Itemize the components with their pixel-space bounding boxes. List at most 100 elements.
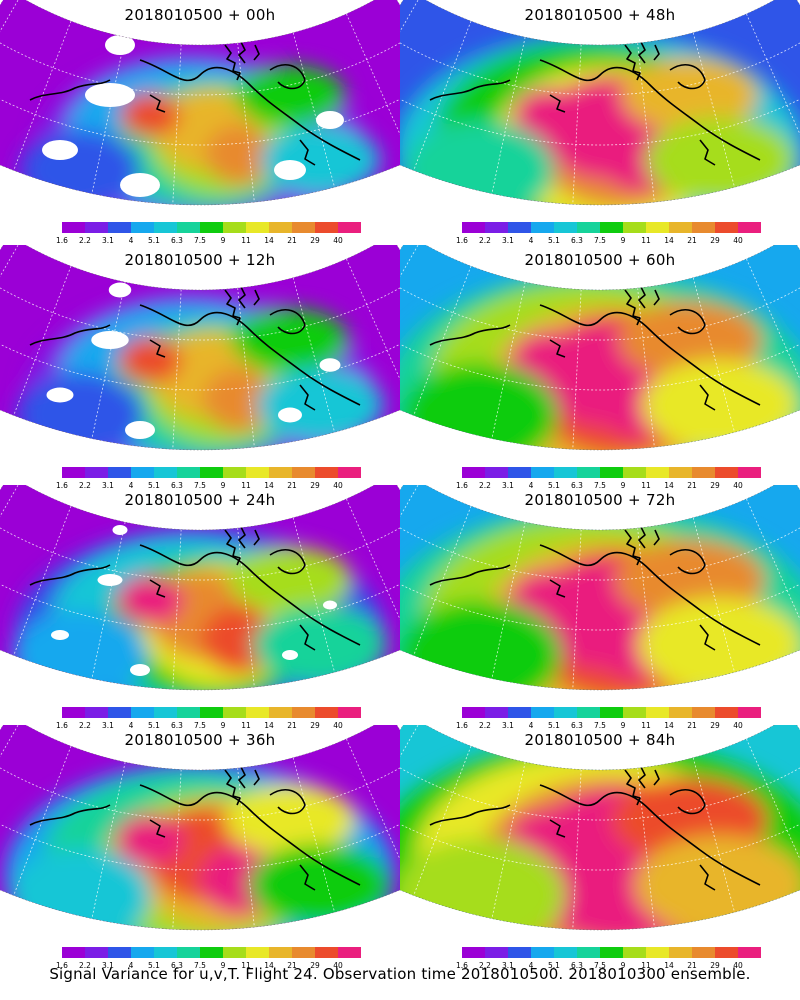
- color-scale-tick-label: 9: [220, 236, 226, 245]
- color-swatch: [108, 707, 131, 718]
- color-swatch: [338, 222, 361, 233]
- map-panel-p60: 2018010500 + 60h 1.6 2.2 3.1 4 5.1 6.3 7.5 9 11 14…: [400, 245, 800, 490]
- variance-blob: [638, 597, 800, 690]
- coastline: [149, 819, 316, 891]
- variance-blob: [235, 65, 345, 125]
- color-swatch: [462, 467, 485, 478]
- color-swatch: [646, 467, 669, 478]
- color-scale-tick-label: 3.1: [102, 721, 114, 730]
- color-scale-tick-label: 3.1: [502, 236, 514, 245]
- graticule-meridian: [91, 37, 126, 194]
- coastline: [224, 284, 260, 326]
- no-data-patch: [316, 111, 344, 129]
- color-swatch: [508, 222, 531, 233]
- color-scale-tick-label: 40: [333, 961, 343, 970]
- color-scale-tick-label: 6.3: [571, 481, 583, 490]
- graticule-meridian: [692, 757, 735, 913]
- color-swatch: [669, 707, 692, 718]
- coastline: [669, 549, 706, 575]
- coastline: [549, 819, 716, 891]
- color-swatch: [623, 947, 646, 958]
- color-swatch: [508, 467, 531, 478]
- color-scale-tick-label: 6.3: [171, 236, 183, 245]
- color-swatch: [715, 222, 738, 233]
- no-data-patch: [108, 282, 132, 298]
- color-swatch: [338, 707, 361, 718]
- color-swatch: [738, 467, 761, 478]
- figure-caption: Signal Variance for u,v,T. Flight 24. Ob…: [49, 965, 751, 983]
- panel-title: 2018010500 + 12h: [124, 251, 276, 269]
- color-scale-tick-label: 1.6: [56, 961, 68, 970]
- graticule-parallel: [0, 319, 400, 391]
- color-scale-labels: 1.6 2.2 3.1 4 5.1 6.3 7.5 9 11 14 21 29 40: [456, 481, 761, 491]
- color-scale-tick-label: 1.6: [56, 721, 68, 730]
- color-swatch: [315, 707, 338, 718]
- coastline: [139, 59, 361, 161]
- variance-blob: [252, 605, 388, 685]
- color-scale-tick-label: 5.1: [148, 481, 160, 490]
- color-scale-tick-label: 5.1: [148, 961, 160, 970]
- variance-blob: [225, 784, 355, 856]
- color-scale-tick-label: 5.1: [548, 481, 560, 490]
- graticule-meridian: [491, 37, 526, 194]
- color-scale-tick-label: 14: [664, 961, 674, 970]
- no-data-patch: [120, 173, 160, 197]
- panel-title: 2018010500 + 48h: [524, 6, 676, 24]
- color-scale-tick-label: 4: [128, 236, 134, 245]
- graticule-meridian: [292, 517, 335, 673]
- no-data-patch: [282, 650, 298, 660]
- coastline: [149, 339, 316, 411]
- color-scale-tick-label: 3.1: [102, 481, 114, 490]
- no-data-patch: [105, 35, 135, 55]
- color-scale-tick-label: 21: [687, 236, 697, 245]
- color-scale-bar: [462, 222, 761, 233]
- color-swatch: [62, 467, 85, 478]
- color-scale-tick-label: 2.2: [79, 961, 91, 970]
- graticule-meridian: [572, 769, 582, 930]
- color-swatch: [715, 947, 738, 958]
- color-swatch: [223, 467, 246, 478]
- no-data-patch: [85, 83, 135, 107]
- color-swatch: [131, 707, 154, 718]
- color-scale-tick-label: 4: [128, 961, 134, 970]
- color-scale-tick-label: 14: [264, 481, 274, 490]
- graticule-meridian: [491, 762, 526, 919]
- color-scale-tick-label: 6.3: [571, 236, 583, 245]
- graticule-parallel: [400, 757, 800, 821]
- color-scale-tick-label: 5.1: [548, 721, 560, 730]
- color-scale-tick-label: 4: [528, 961, 534, 970]
- color-scale-tick-label: 1.6: [456, 236, 468, 245]
- color-swatch: [315, 947, 338, 958]
- color-swatch: [462, 707, 485, 718]
- color-scale-tick-label: 1.6: [456, 481, 468, 490]
- color-swatch: [246, 222, 269, 233]
- color-swatch: [669, 467, 692, 478]
- color-scale-tick-label: 2.2: [479, 721, 491, 730]
- graticule-meridian: [637, 287, 655, 448]
- color-swatch: [62, 707, 85, 718]
- color-scale-tick-label: 4: [128, 481, 134, 490]
- color-scale-tick-label: 14: [264, 721, 274, 730]
- variance-blob: [634, 835, 800, 930]
- color-scale-labels: 1.6 2.2 3.1 4 5.1 6.3 7.5 9 11 14 21 29 40: [456, 721, 761, 731]
- color-swatch: [646, 707, 669, 718]
- graticule-parallel: [0, 559, 400, 631]
- color-scale-labels: 1.6 2.2 3.1 4 5.1 6.3 7.5 9 11 14 21 29 40: [56, 236, 361, 246]
- coastline: [224, 39, 260, 81]
- color-scale-tick-label: 9: [620, 721, 626, 730]
- variance-blob: [256, 367, 384, 443]
- coastline: [224, 524, 260, 566]
- graticule-meridian: [572, 44, 582, 205]
- color-swatch: [223, 222, 246, 233]
- color-swatch: [177, 467, 200, 478]
- color-swatch: [623, 222, 646, 233]
- graticule-meridian: [637, 42, 655, 203]
- color-scale-tick-label: 11: [641, 721, 651, 730]
- color-swatch: [85, 707, 108, 718]
- color-swatch: [646, 947, 669, 958]
- color-swatch: [646, 222, 669, 233]
- color-swatch: [338, 467, 361, 478]
- color-swatch: [577, 467, 600, 478]
- color-scale-tick-label: 6.3: [171, 721, 183, 730]
- graticule-parallel: [0, 277, 400, 341]
